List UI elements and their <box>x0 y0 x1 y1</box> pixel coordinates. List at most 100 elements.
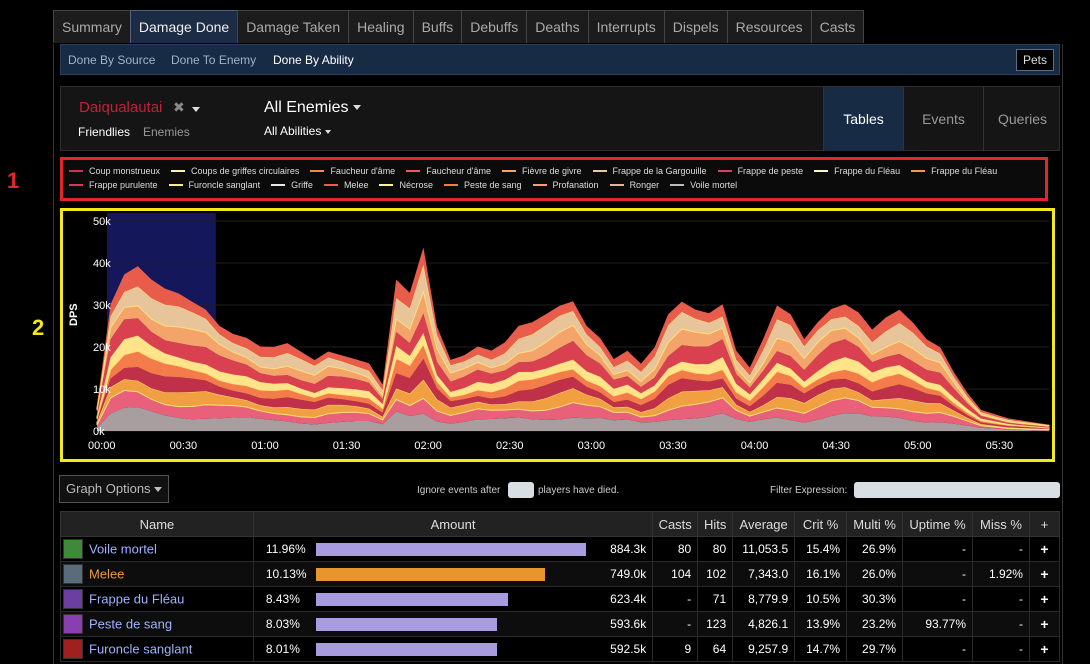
col-name[interactable]: Name <box>60 511 254 537</box>
x-tick-label: 03:00 <box>578 440 606 452</box>
main-panel <box>53 44 1063 664</box>
view-events-button[interactable]: Events <box>903 87 983 151</box>
amount-percent: 11.96% <box>265 542 306 556</box>
legend-items: Coup monstrueux Coups de griffes circulai… <box>69 164 1039 192</box>
tab-dispels[interactable]: Dispels <box>663 10 728 43</box>
table-row[interactable]: Peste de sang 8.03% 593.6k -123 4,826.1 13.9%… <box>60 611 1061 637</box>
expand-row-button[interactable]: + <box>1028 536 1061 562</box>
amount-cell: 8.03% 593.6k <box>252 611 654 637</box>
table-row[interactable]: Voile mortel 11.96% 884.3k 80 80 11,053.5 15.4… <box>60 536 1061 562</box>
col-miss[interactable]: Miss % <box>972 511 1030 537</box>
expand-row-button[interactable]: + <box>1028 561 1061 587</box>
series-area[interactable] <box>97 390 1049 431</box>
subnav-done-by-source[interactable]: Done By Source <box>68 53 156 67</box>
table-row[interactable]: Frappe du Fléau 8.43% 623.4k -71 8,779.9 10.5… <box>60 586 1061 612</box>
col-expand[interactable]: + <box>1028 511 1061 537</box>
legend-item[interactable]: Fièvre de givre <box>501 164 582 178</box>
legend-swatch <box>814 170 829 172</box>
legend-item[interactable]: Melee <box>323 178 368 192</box>
expand-row-button[interactable]: + <box>1028 611 1061 637</box>
legend-item[interactable]: Frappe de la Gargouille <box>592 164 707 178</box>
tab-buffs[interactable]: Buffs <box>412 10 463 43</box>
ignore-deaths-input[interactable] <box>508 482 534 498</box>
ability-cell[interactable]: Melee <box>60 561 254 587</box>
subnav-done-by-ability[interactable]: Done By Ability <box>273 53 354 67</box>
legend-item[interactable]: Coup monstrueux <box>69 164 160 178</box>
target-dropdown[interactable]: All Enemies <box>264 99 361 117</box>
pets-button[interactable]: Pets <box>1015 49 1054 71</box>
ability-cell[interactable]: Voile mortel <box>60 536 254 562</box>
abilities-dropdown[interactable]: All Abilities <box>264 124 331 138</box>
legend-item[interactable]: Frappe du Fléau <box>911 164 997 178</box>
col-multi[interactable]: Multi % <box>846 511 904 537</box>
ability-name-link[interactable]: Melee <box>89 566 125 582</box>
hits-cell: 71 <box>697 586 734 612</box>
tab-interrupts[interactable]: Interrupts <box>587 10 665 43</box>
table-row[interactable]: Melee 10.13% 749.0k 104 102 7,343.0 16.1% 26.0%… <box>60 561 1061 587</box>
dps-chart-svg: 0k 10k 20k 30k 40k 50k 00:00 00:30 01:00 01:30 02:… <box>68 213 1050 452</box>
legend-swatch <box>717 170 732 172</box>
ability-cell[interactable]: Furoncle sanglant <box>60 636 254 662</box>
tab-damage-taken[interactable]: Damage Taken <box>237 10 350 43</box>
uptime-cell: - <box>902 561 974 587</box>
tab-casts[interactable]: Casts <box>810 10 865 43</box>
tab-resources[interactable]: Resources <box>726 10 812 43</box>
legend-item[interactable]: Coups de griffes circulaires <box>171 164 299 178</box>
series-area[interactable] <box>97 407 1049 431</box>
crit-cell: 13.9% <box>794 611 848 637</box>
legend-item[interactable]: Faucheur d'âme <box>310 164 395 178</box>
x-tick-label: 01:30 <box>333 440 361 452</box>
col-amount[interactable]: Amount <box>252 511 654 537</box>
legend-label: Frappe du Fléau <box>931 166 998 176</box>
ability-name-link[interactable]: Peste de sang <box>89 616 173 632</box>
col-uptime[interactable]: Uptime % <box>902 511 974 537</box>
amount-bar <box>315 593 508 606</box>
ability-name-link[interactable]: Voile mortel <box>89 541 157 557</box>
ability-cell[interactable]: Frappe du Fléau <box>60 586 254 612</box>
filter-expression-input[interactable] <box>854 482 1060 498</box>
legend-item[interactable]: Peste de sang <box>443 178 522 192</box>
legend-item[interactable]: Voile mortel <box>670 178 737 192</box>
legend-swatch <box>609 184 624 186</box>
subnav-done-to-enemy[interactable]: Done To Enemy <box>171 53 257 67</box>
table-row[interactable]: Furoncle sanglant 8.01% 592.5k 9 64 9,257.9 14… <box>60 636 1061 662</box>
graph-options-button[interactable]: Graph Options <box>59 475 170 503</box>
tab-debuffs[interactable]: Debuffs <box>461 10 528 43</box>
col-average[interactable]: Average <box>732 511 796 537</box>
ability-name-link[interactable]: Furoncle sanglant <box>89 641 193 657</box>
ability-name-link[interactable]: Frappe du Fléau <box>89 591 185 607</box>
friendlies-toggle[interactable]: Friendlies <box>78 125 131 139</box>
amount-value: 884.3k <box>610 542 647 556</box>
table-body: Voile mortel 11.96% 884.3k 80 80 11,053.5 15.4… <box>60 536 1061 662</box>
legend-item[interactable]: Profanation <box>532 178 599 192</box>
legend-label: Peste de sang <box>463 180 522 190</box>
expand-row-button[interactable]: + <box>1028 586 1061 612</box>
legend-item[interactable]: Furoncle sanglant <box>168 178 260 192</box>
col-hits[interactable]: Hits <box>697 511 734 537</box>
tab-summary[interactable]: Summary <box>53 10 131 43</box>
expand-row-button[interactable]: + <box>1028 636 1061 662</box>
tab-healing[interactable]: Healing <box>348 10 414 43</box>
legend-item[interactable]: Griffe <box>271 178 313 192</box>
legend-item[interactable]: Frappe du Fléau <box>814 164 900 178</box>
enemies-toggle[interactable]: Enemies <box>143 125 190 139</box>
legend-item[interactable]: Frappe purulente <box>69 178 158 192</box>
casts-cell: - <box>652 586 699 612</box>
tab-deaths[interactable]: Deaths <box>526 10 589 43</box>
legend-item[interactable]: Ronger <box>609 178 659 192</box>
view-tables-button[interactable]: Tables <box>823 87 903 151</box>
tab-damage-done[interactable]: Damage Done <box>129 10 239 43</box>
legend-item[interactable]: Faucheur d'âme <box>406 164 491 178</box>
ability-cell[interactable]: Peste de sang <box>60 611 254 637</box>
col-crit[interactable]: Crit % <box>794 511 848 537</box>
legend-item[interactable]: Frappe de peste <box>717 164 803 178</box>
remove-actor-icon[interactable]: ✖ <box>173 99 185 115</box>
legend-item[interactable]: Nécrose <box>379 178 433 192</box>
col-casts[interactable]: Casts <box>652 511 699 537</box>
hits-cell: 102 <box>697 561 734 587</box>
dps-chart[interactable]: 0k 10k 20k 30k 40k 50k 00:00 00:30 01:00 01:30 02:… <box>60 208 1055 462</box>
actor-name-dropdown[interactable]: Daiqualautai <box>79 99 163 116</box>
view-queries-button[interactable]: Queries <box>983 87 1061 151</box>
skull-icon <box>63 539 83 559</box>
chevron-down-icon[interactable] <box>192 107 200 112</box>
